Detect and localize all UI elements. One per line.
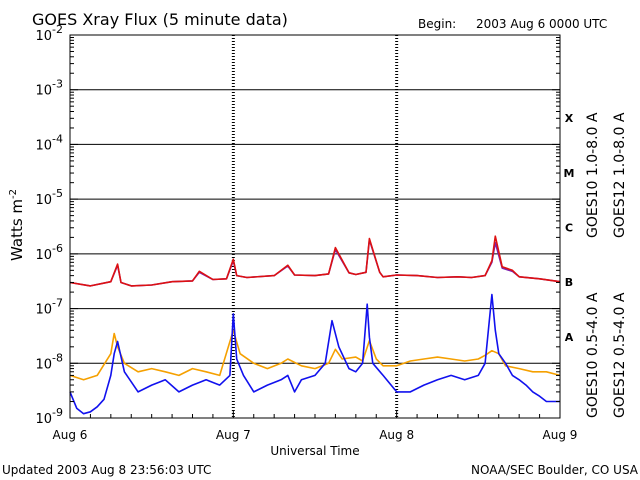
x-tick-label-3: Aug 9 (543, 428, 578, 442)
y-tick-labels: 10-9 10-8 10-7 10-6 10-5 10-4 10-3 10-2 (35, 23, 560, 427)
plot-data (69, 235, 561, 415)
credit-line: NOAA/SEC Boulder, CO USA (471, 463, 639, 477)
flare-class-labels: A B C M X (564, 112, 575, 344)
y-axis-label-base: Watts m (8, 199, 26, 261)
flare-class-X: X (565, 112, 574, 125)
grid-lines (70, 89, 560, 364)
y-tick-label-3: 10-6 (35, 242, 63, 263)
y-axis-label-exponent: -2 (8, 189, 19, 199)
begin-label: Begin: (418, 17, 456, 31)
series-line-3 (69, 293, 560, 415)
begin-value: 2003 Aug 6 0000 UTC (476, 17, 607, 31)
series-line-2 (69, 329, 561, 381)
flare-class-M: M (564, 167, 575, 180)
x-tick-label-1: Aug 7 (216, 428, 251, 442)
series-line-1 (69, 235, 561, 287)
legend-goes10-short: GOES10 0.5-4.0 A (585, 292, 601, 418)
y-tick-label-6: 10-3 (35, 78, 63, 99)
legend-goes10-long: GOES10 1.0-8.0 A (585, 112, 601, 238)
legend-goes12-long: GOES12 1.0-8.0 A (612, 112, 628, 238)
y-tick-label-7: 10-2 (35, 23, 63, 44)
flare-class-A: A (565, 331, 574, 344)
legend-goes12-short: GOES12 0.5-4.0 A (612, 292, 628, 418)
y-tick-label-4: 10-5 (35, 187, 63, 208)
plot-frame (69, 34, 561, 419)
y-tick-label-5: 10-4 (35, 132, 63, 153)
flare-class-C: C (565, 222, 573, 235)
y-tick-label-0: 10-9 (35, 406, 63, 427)
x-tick-label-0: Aug 6 (53, 428, 88, 442)
flare-class-B: B (565, 276, 573, 289)
x-tick-labels: Aug 6 Aug 7 Aug 8 Aug 9 (53, 410, 578, 442)
y-tick-label-2: 10-7 (35, 297, 63, 318)
updated-timestamp: Updated 2003 Aug 8 23:56:03 UTC (2, 463, 211, 477)
y-tick-label-1: 10-8 (35, 351, 63, 372)
day-boundary-lines (231, 35, 399, 418)
y-axis-label: Watts m-2 (8, 189, 26, 261)
chart-title: GOES Xray Flux (5 minute data) (32, 10, 288, 29)
series-line-0 (69, 239, 561, 287)
x-axis-label: Universal Time (270, 444, 359, 458)
x-tick-label-2: Aug 8 (379, 428, 414, 442)
